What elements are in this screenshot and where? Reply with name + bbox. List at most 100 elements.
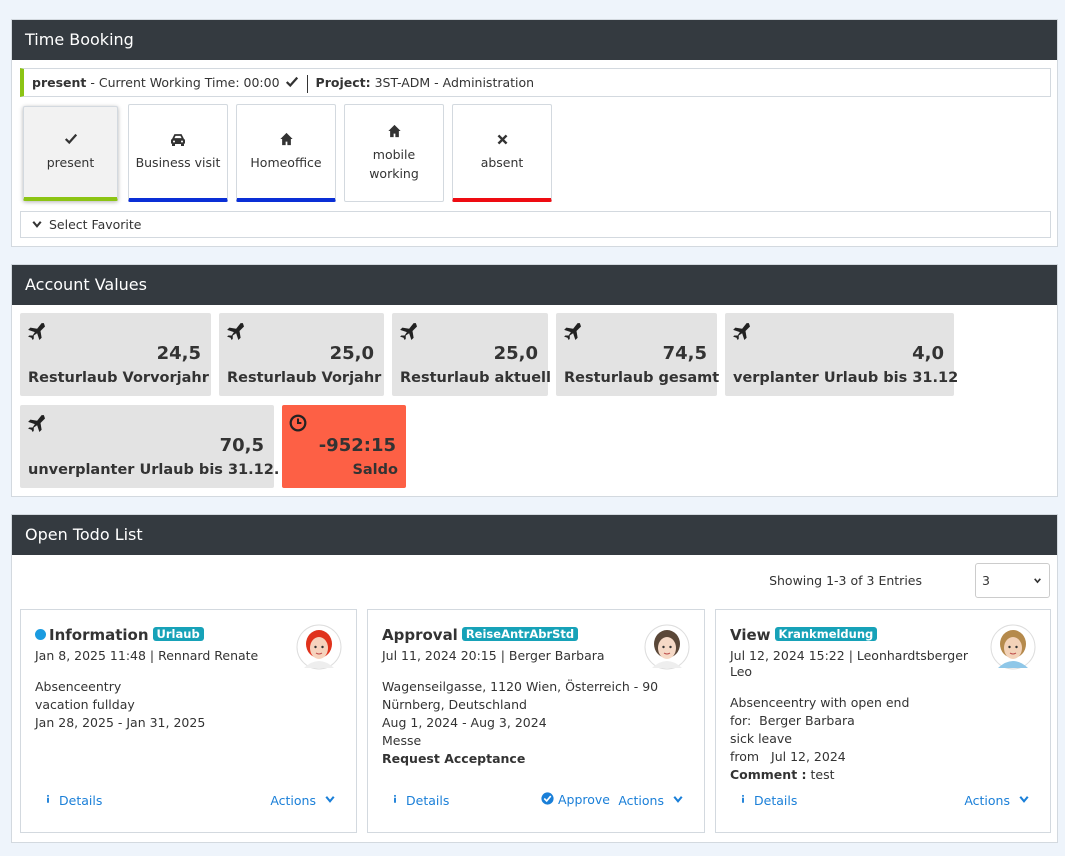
card-meta: Jan 8, 2025 11:48 | Rennard Renate xyxy=(35,648,259,663)
todo-card: Approval ReiseAntrAbrStd Jul 11, 2024 20:1… xyxy=(367,609,705,833)
icon xyxy=(289,414,307,432)
actions-link[interactable]: Actions xyxy=(270,793,336,808)
booking-button[interactable]: Business visit xyxy=(128,104,228,202)
tile-value: 24,5 xyxy=(156,343,201,364)
tile-value: 70,5 xyxy=(219,435,264,456)
tile-value: 25,0 xyxy=(329,343,374,364)
actions-link[interactable]: Actions xyxy=(964,793,1030,808)
card-line: Absenceentry with open end xyxy=(730,695,910,710)
card-line: Wagenseilgasse, 1120 Wien, Österreich - … xyxy=(382,679,663,712)
card-line: sick leave xyxy=(730,731,792,746)
card-tag: Krankmeldung xyxy=(774,627,878,641)
icon xyxy=(227,323,244,340)
check-icon xyxy=(285,76,299,92)
tile-label: Resturlaub aktuell xyxy=(400,370,551,386)
account-tile: 70,5 unverplanter Urlaub bis 31.12. xyxy=(20,405,279,488)
tile-label: Resturlaub Vorjahr xyxy=(227,370,382,386)
icon xyxy=(564,323,581,340)
booking-button[interactable]: absent xyxy=(452,104,552,202)
project-label: Project: xyxy=(315,75,371,90)
account-tile: 24,5 Resturlaub Vorvorjahr xyxy=(20,313,211,396)
icon xyxy=(497,134,507,144)
todo-card: Information Urlaub Jan 8, 2025 11:48 | Ren… xyxy=(20,609,357,833)
account-tile: 25,0 Resturlaub Vorjahr xyxy=(219,313,384,396)
details-link[interactable]: Details xyxy=(390,793,449,808)
avatar xyxy=(990,624,1036,673)
info-icon xyxy=(43,793,53,808)
icon xyxy=(171,133,185,146)
booking-button[interactable]: Homeoffice xyxy=(236,104,336,202)
card-meta: Jul 11, 2024 20:15 | Berger Barbara xyxy=(382,648,605,663)
button-icon xyxy=(64,132,78,150)
comment-label: Comment : xyxy=(730,767,807,782)
card-comment: Comment : test xyxy=(730,766,1036,784)
actions-text: Actions xyxy=(270,793,316,808)
card-line: from Jul 12, 2024 xyxy=(730,749,846,764)
approve-text: Approve xyxy=(557,792,610,807)
status-state: present xyxy=(32,75,87,90)
tile-icon xyxy=(27,414,45,435)
tile-value: 74,5 xyxy=(662,343,707,364)
avatar xyxy=(644,624,690,673)
showing-text: Showing 1-3 of 3 xyxy=(769,573,875,588)
icon xyxy=(28,323,45,340)
actions-link[interactable]: Actions xyxy=(618,793,684,808)
panel-title: Account Values xyxy=(12,265,1057,305)
account-tile: -952:15 Saldo xyxy=(282,405,406,488)
card-type: View xyxy=(730,626,771,644)
tile-icon xyxy=(732,322,750,343)
entries-select[interactable]: 3 xyxy=(975,563,1050,598)
tile-label: Resturlaub Vorvorjahr xyxy=(28,370,209,386)
icon xyxy=(47,794,49,803)
card-title: Approval ReiseAntrAbrStd xyxy=(382,626,690,644)
todo-card: View Krankmeldung Jul 12, 2024 15:22 | Leo… xyxy=(715,609,1051,833)
favorite-select[interactable]: Select Favorite xyxy=(20,211,1051,238)
chevron xyxy=(672,793,684,808)
card-line: vacation fullday xyxy=(35,697,135,712)
tile-icon xyxy=(226,322,244,343)
tile-value: 25,0 xyxy=(493,343,538,364)
icon xyxy=(673,796,683,803)
icon xyxy=(1019,796,1029,803)
card-body: Wagenseilgasse, 1120 Wien, Österreich - … xyxy=(382,678,690,768)
tile-label: unverplanter Urlaub bis 31.12. xyxy=(28,462,280,478)
details-link[interactable]: Details xyxy=(738,793,797,808)
icon xyxy=(279,132,293,145)
button-label: present xyxy=(46,155,95,170)
button-icon xyxy=(279,132,294,150)
card-line: Jan 28, 2025 - Jan 31, 2025 xyxy=(35,715,206,730)
todo-panel: Open Todo List Showing 1-3 of 3 Entries 3… xyxy=(11,514,1058,843)
actions-text: Actions xyxy=(964,793,1010,808)
comment-text: test xyxy=(810,767,835,782)
booking-button[interactable]: present xyxy=(23,106,118,201)
card-line: Messe xyxy=(382,733,422,748)
status-bar: present - Current Working Time: 00:00 Pro… xyxy=(20,68,1051,97)
avatar-image xyxy=(990,624,1036,670)
button-icon xyxy=(387,124,402,142)
approve-link[interactable]: Approve xyxy=(541,792,610,808)
card-body: Absenceentry vacation fullday Jan 28, 2025… xyxy=(35,678,342,732)
card-type: Information xyxy=(49,626,149,644)
details-text: Details xyxy=(406,793,450,808)
actions-text: Actions xyxy=(618,793,664,808)
chevron xyxy=(1033,564,1042,597)
icon xyxy=(742,794,744,803)
tile-label: verplanter Urlaub bis 31.12 xyxy=(733,370,959,386)
tile-label: Resturlaub gesamt xyxy=(564,370,720,386)
booking-button[interactable]: mobile working xyxy=(344,104,444,202)
info-icon xyxy=(738,793,748,808)
icon xyxy=(541,792,554,805)
tile-label: Saldo xyxy=(352,462,398,478)
account-tile: 74,5 Resturlaub gesamt xyxy=(556,313,720,396)
button-label: Homeoffice xyxy=(250,154,322,170)
project: 3ST-ADM - Administration xyxy=(374,75,535,90)
chevron xyxy=(324,793,336,808)
icon xyxy=(325,796,335,803)
tile-icon xyxy=(563,322,581,343)
button-label: absent xyxy=(480,154,524,170)
details-link[interactable]: Details xyxy=(43,793,102,808)
avatar-image xyxy=(296,624,342,670)
icon xyxy=(32,221,42,228)
entries-label: Entries xyxy=(878,573,922,588)
icon xyxy=(28,415,45,432)
